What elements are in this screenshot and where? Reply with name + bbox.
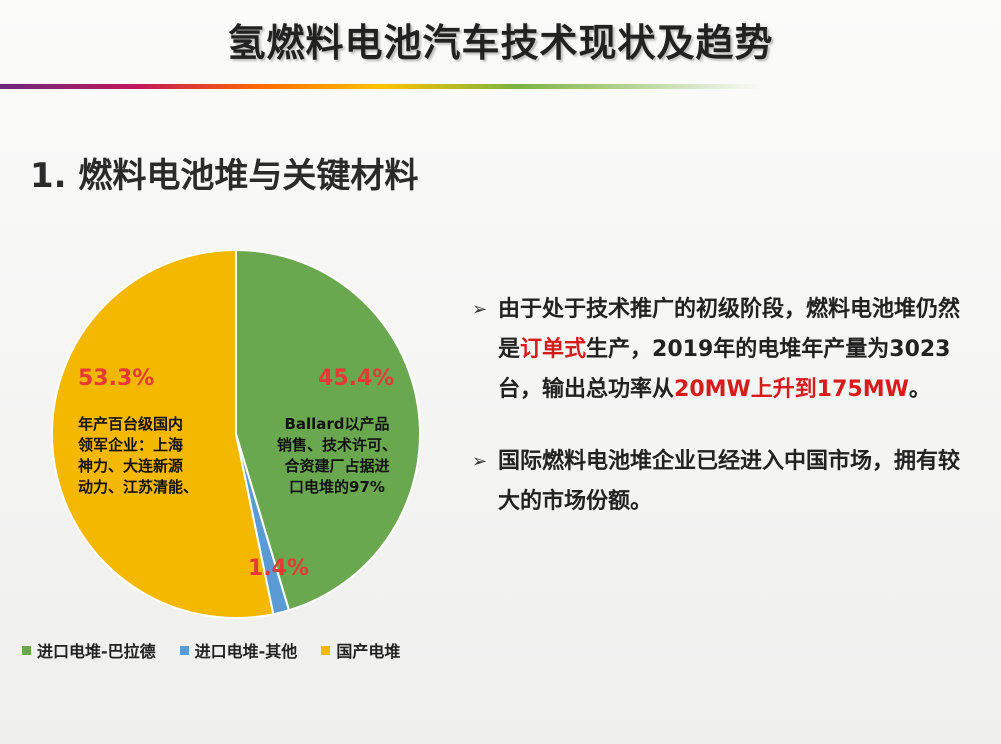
legend-item: 进口电堆-巴拉德 — [22, 638, 156, 662]
pie-slice-0 — [235, 248, 421, 612]
annotation-line: 销售、技术许可、 — [276, 436, 397, 454]
bullet-text: 国际燃料电池堆企业已经进入中国市场，拥有较大的市场份额。 — [498, 449, 961, 514]
pie-chart — [51, 248, 421, 619]
annotation-line: 合资建厂占据进 — [284, 457, 390, 475]
slide-title: 氢燃料电池汽车技术现状及趋势 — [227, 21, 774, 65]
pie-label-ballard: 45.4% — [318, 366, 395, 391]
annotation-ballard: Ballard以产品 销售、技术许可、 合资建厂占据进 口电堆的97% — [262, 414, 412, 498]
legend-swatch — [22, 645, 31, 655]
title-divider — [0, 84, 760, 89]
legend-label: 进口电堆-巴拉德 — [37, 642, 156, 661]
bullet-highlight: 20MW上升到175MW — [674, 377, 909, 402]
bullet-highlight: 订单式 — [520, 337, 587, 362]
bullet-text-part: 由于处于技术推广的初级阶段，燃料电池堆仍然是 — [498, 297, 961, 362]
bullet-text: 由于处于技术推广的初级阶段，燃料电池堆仍然是订单式生产，2019年的电堆年产量为… — [498, 297, 960, 402]
pie-label-other-import: 1.4% — [248, 556, 310, 581]
legend-item: 国产电堆 — [321, 638, 400, 662]
arrow-bullet-icon: ➢ — [472, 451, 488, 472]
annotation-line: 口电堆的97% — [289, 478, 385, 496]
legend-label: 国产电堆 — [336, 642, 401, 661]
bullet-item: ➢ 国际燃料电池堆企业已经进入中国市场，拥有较大的市场份额。 — [470, 442, 980, 522]
legend-swatch — [179, 645, 189, 655]
annotation-line: 神力、大连新源 — [78, 457, 184, 475]
bullet-list: ➢ 由于处于技术推广的初级阶段，燃料电池堆仍然是订单式生产，2019年的电堆年产… — [470, 290, 980, 554]
bullet-text-part: 。 — [908, 377, 931, 402]
legend-item: 进口电堆-其他 — [179, 638, 298, 662]
legend-swatch — [321, 645, 331, 655]
annotation-domestic: 年产百台级国内 领军企业：上海 神力、大连新源 动力、江苏清能、 — [78, 414, 248, 498]
section-title: 1. 燃料电池堆与关键材料 — [30, 156, 419, 196]
annotation-line: 年产百台级国内 — [78, 415, 184, 433]
legend-label: 进口电堆-其他 — [194, 642, 298, 661]
chart-legend: 进口电堆-巴拉德 进口电堆-其他 国产电堆 — [22, 638, 400, 662]
bullet-item: ➢ 由于处于技术推广的初级阶段，燃料电池堆仍然是订单式生产，2019年的电堆年产… — [470, 290, 980, 410]
bullet-text-part: 生产，2019年的电堆年产量为3023台，输出总功率从 — [498, 337, 951, 402]
pie-slice-2 — [51, 248, 275, 619]
pie-label-domestic: 53.3% — [78, 366, 155, 391]
arrow-bullet-icon: ➢ — [472, 299, 488, 320]
annotation-line: 领军企业：上海 — [78, 436, 184, 454]
annotation-line: Ballard以产品 — [284, 415, 390, 433]
annotation-line: 动力、江苏清能、 — [78, 478, 199, 496]
